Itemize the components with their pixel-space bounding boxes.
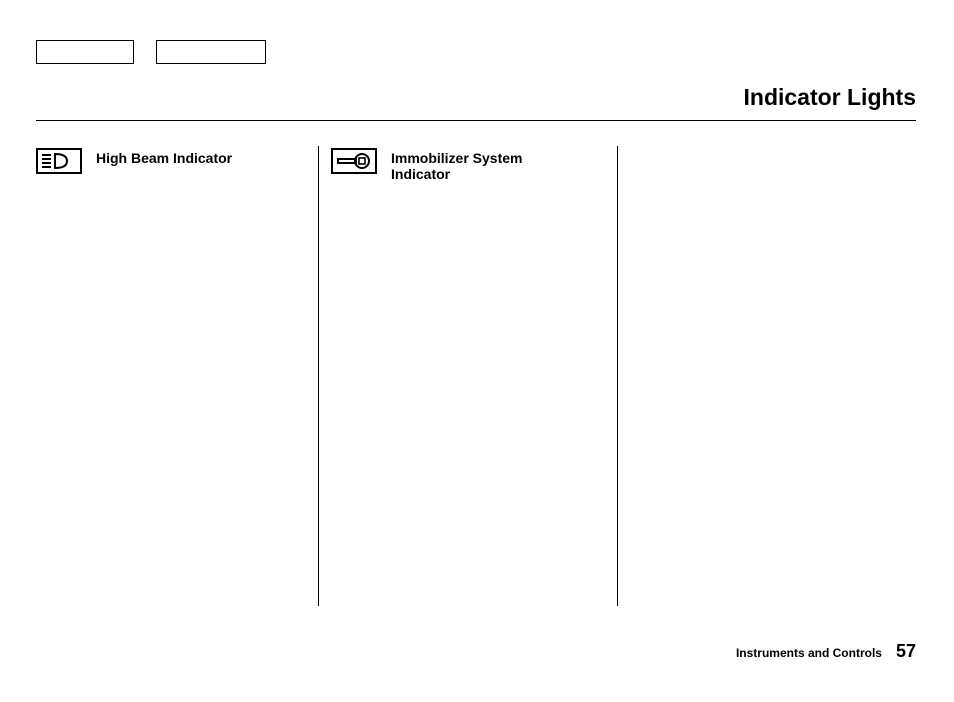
indicator-row-immobilizer: Immobilizer System Indicator (331, 146, 617, 182)
footer-section-name: Instruments and Controls (736, 646, 882, 660)
indicator-label: High Beam Indicator (96, 146, 232, 166)
blank-box-1 (36, 40, 134, 64)
manual-page: Indicator Lights High Beam Indicator (0, 0, 954, 702)
indicator-label: Immobilizer System Indicator (391, 146, 523, 182)
content-columns: High Beam Indicator Immobilizer System I… (36, 146, 916, 612)
top-blank-boxes (36, 40, 266, 64)
section-title: Indicator Lights (744, 84, 917, 111)
column-3 (618, 146, 916, 612)
indicator-row-high-beam: High Beam Indicator (36, 146, 318, 174)
indicator-label-line2: Indicator (391, 166, 450, 182)
immobilizer-key-icon (331, 148, 377, 174)
page-footer: Instruments and Controls 57 (736, 641, 916, 662)
footer-page-number: 57 (896, 641, 916, 662)
column-2: Immobilizer System Indicator (319, 146, 617, 612)
column-1: High Beam Indicator (36, 146, 318, 612)
horizontal-rule (36, 120, 916, 121)
blank-box-2 (156, 40, 266, 64)
indicator-label-line1: Immobilizer System (391, 150, 523, 166)
high-beam-icon (36, 148, 82, 174)
